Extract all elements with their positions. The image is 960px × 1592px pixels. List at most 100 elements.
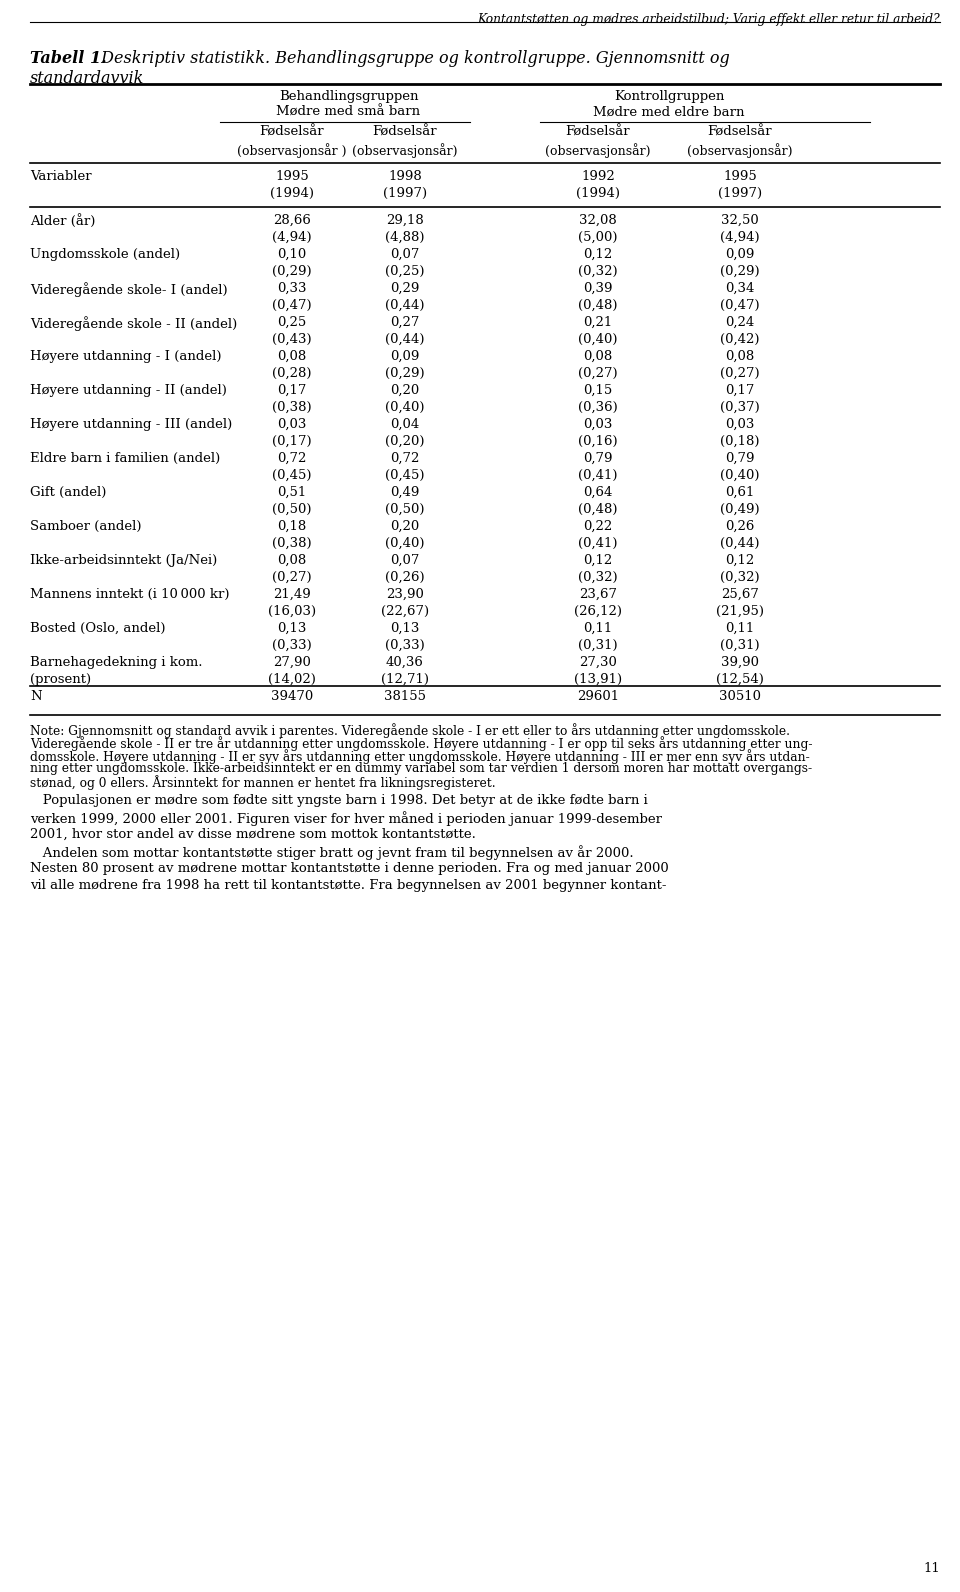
- Text: Andelen som mottar kontantstøtte stiger bratt og jevnt fram til begynnelsen av å: Andelen som mottar kontantstøtte stiger …: [30, 845, 634, 860]
- Text: 0,64: 0,64: [584, 486, 612, 498]
- Text: 0,11: 0,11: [584, 622, 612, 635]
- Text: Videregående skole - II er tre år utdanning etter ungdomsskole. Høyere utdanning: Videregående skole - II er tre år utdann…: [30, 736, 812, 751]
- Text: Fødselsår: Fødselsår: [708, 126, 772, 139]
- Text: (0,48): (0,48): [578, 299, 617, 312]
- Text: 1998: 1998: [388, 170, 421, 183]
- Text: stønad, og 0 ellers. Årsinntekt for mannen er hentet fra likningsregisteret.: stønad, og 0 ellers. Årsinntekt for mann…: [30, 775, 495, 790]
- Text: 0,24: 0,24: [726, 315, 755, 330]
- Text: Note: Gjennomsnitt og standard avvik i parentes. Videregående skole - I er ett e: Note: Gjennomsnitt og standard avvik i p…: [30, 723, 790, 737]
- Text: (0,43): (0,43): [273, 333, 312, 345]
- Text: ning etter ungdomsskole. Ikke-arbeidsinntekt er en dummy variabel som tar verdie: ning etter ungdomsskole. Ikke-arbeidsinn…: [30, 763, 812, 775]
- Text: (0,45): (0,45): [385, 470, 424, 482]
- Text: 0,08: 0,08: [726, 350, 755, 363]
- Text: Fødselsår: Fødselsår: [372, 126, 438, 139]
- Text: 0,11: 0,11: [726, 622, 755, 635]
- Text: 0,03: 0,03: [726, 419, 755, 431]
- Text: domsskole. Høyere utdanning - II er syv års utdanning etter ungdomsskole. Høyere: domsskole. Høyere utdanning - II er syv …: [30, 748, 809, 764]
- Text: 0,27: 0,27: [391, 315, 420, 330]
- Text: (0,16): (0,16): [578, 435, 618, 447]
- Text: 0,21: 0,21: [584, 315, 612, 330]
- Text: 0,72: 0,72: [391, 452, 420, 465]
- Text: 0,13: 0,13: [391, 622, 420, 635]
- Text: (16,03): (16,03): [268, 605, 316, 618]
- Text: (0,32): (0,32): [720, 572, 759, 584]
- Text: 1995: 1995: [276, 170, 309, 183]
- Text: (0,29): (0,29): [385, 368, 425, 380]
- Text: 0,29: 0,29: [391, 282, 420, 295]
- Text: Eldre barn i familien (andel): Eldre barn i familien (andel): [30, 452, 220, 465]
- Text: 29,18: 29,18: [386, 213, 424, 228]
- Text: 23,67: 23,67: [579, 587, 617, 602]
- Text: (0,36): (0,36): [578, 401, 618, 414]
- Text: (1994): (1994): [576, 186, 620, 201]
- Text: Tabell 1.: Tabell 1.: [30, 49, 107, 67]
- Text: 32,08: 32,08: [579, 213, 617, 228]
- Text: (26,12): (26,12): [574, 605, 622, 618]
- Text: 1992: 1992: [581, 170, 614, 183]
- Text: 39470: 39470: [271, 689, 313, 704]
- Text: (0,31): (0,31): [578, 638, 618, 653]
- Text: (4,94): (4,94): [720, 231, 759, 244]
- Text: (0,18): (0,18): [720, 435, 759, 447]
- Text: (prosent): (prosent): [30, 673, 91, 686]
- Text: (1997): (1997): [383, 186, 427, 201]
- Text: (0,40): (0,40): [385, 537, 424, 549]
- Text: 28,66: 28,66: [273, 213, 311, 228]
- Text: (5,00): (5,00): [578, 231, 617, 244]
- Text: (0,31): (0,31): [720, 638, 759, 653]
- Text: 0,72: 0,72: [277, 452, 306, 465]
- Text: (0,49): (0,49): [720, 503, 759, 516]
- Text: (0,40): (0,40): [385, 401, 424, 414]
- Text: (0,44): (0,44): [385, 333, 424, 345]
- Text: Kontantstøtten og mødres arbeidstilbud; Varig effekt eller retur til arbeid?: Kontantstøtten og mødres arbeidstilbud; …: [477, 13, 940, 25]
- Text: (0,44): (0,44): [385, 299, 424, 312]
- Text: 0,25: 0,25: [277, 315, 306, 330]
- Text: 0,79: 0,79: [725, 452, 755, 465]
- Text: Kontrollgruppen: Kontrollgruppen: [613, 91, 724, 103]
- Text: (0,17): (0,17): [273, 435, 312, 447]
- Text: 32,50: 32,50: [721, 213, 758, 228]
- Text: 0,18: 0,18: [277, 521, 306, 533]
- Text: 0,13: 0,13: [277, 622, 306, 635]
- Text: 0,09: 0,09: [391, 350, 420, 363]
- Text: 0,26: 0,26: [726, 521, 755, 533]
- Text: 0,12: 0,12: [584, 554, 612, 567]
- Text: Barnehagedekning i kom.: Barnehagedekning i kom.: [30, 656, 203, 669]
- Text: (0,45): (0,45): [273, 470, 312, 482]
- Text: (observasjonsår): (observasjonsår): [545, 143, 651, 158]
- Text: 21,49: 21,49: [274, 587, 311, 602]
- Text: 0,12: 0,12: [726, 554, 755, 567]
- Text: (0,33): (0,33): [272, 638, 312, 653]
- Text: Høyere utdanning - III (andel): Høyere utdanning - III (andel): [30, 419, 232, 431]
- Text: Deskriptiv statistikk. Behandlingsgruppe og kontrollgruppe. Gjennomsnitt og: Deskriptiv statistikk. Behandlingsgruppe…: [96, 49, 730, 67]
- Text: 0,15: 0,15: [584, 384, 612, 396]
- Text: (0,50): (0,50): [273, 503, 312, 516]
- Text: Mannens inntekt (i 10 000 kr): Mannens inntekt (i 10 000 kr): [30, 587, 229, 602]
- Text: 39,90: 39,90: [721, 656, 759, 669]
- Text: 0,03: 0,03: [277, 419, 306, 431]
- Text: (0,40): (0,40): [720, 470, 759, 482]
- Text: (0,20): (0,20): [385, 435, 424, 447]
- Text: 11: 11: [924, 1562, 940, 1574]
- Text: (0,25): (0,25): [385, 264, 424, 279]
- Text: vil alle mødrene fra 1998 ha rett til kontantstøtte. Fra begynnelsen av 2001 beg: vil alle mødrene fra 1998 ha rett til ko…: [30, 879, 666, 892]
- Text: (0,44): (0,44): [720, 537, 759, 549]
- Text: Fødselsår: Fødselsår: [565, 126, 631, 139]
- Text: (0,27): (0,27): [578, 368, 618, 380]
- Text: Variabler: Variabler: [30, 170, 91, 183]
- Text: (0,32): (0,32): [578, 572, 618, 584]
- Text: 30510: 30510: [719, 689, 761, 704]
- Text: 0,17: 0,17: [726, 384, 755, 396]
- Text: 0,20: 0,20: [391, 384, 420, 396]
- Text: 0,04: 0,04: [391, 419, 420, 431]
- Text: (1994): (1994): [270, 186, 314, 201]
- Text: 0,20: 0,20: [391, 521, 420, 533]
- Text: Videregående skole- I (andel): Videregående skole- I (andel): [30, 282, 228, 296]
- Text: (observasjonsår): (observasjonsår): [687, 143, 793, 158]
- Text: (observasjonsår ): (observasjonsår ): [237, 143, 347, 158]
- Text: (0,47): (0,47): [273, 299, 312, 312]
- Text: (1997): (1997): [718, 186, 762, 201]
- Text: (14,02): (14,02): [268, 673, 316, 686]
- Text: 29601: 29601: [577, 689, 619, 704]
- Text: Gift (andel): Gift (andel): [30, 486, 107, 498]
